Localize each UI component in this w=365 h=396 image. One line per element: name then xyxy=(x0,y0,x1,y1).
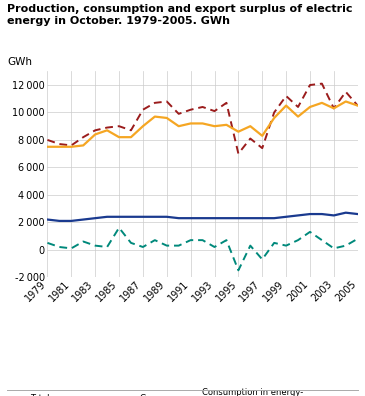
Text: GWh: GWh xyxy=(7,57,32,67)
Legend: Total
produc-
tion, Export
surplus, Gross
con-
sumption, Consumption in energy-
: Total produc- tion, Export surplus, Gros… xyxy=(11,388,311,396)
Text: Production, consumption and export surplus of electric
energy in October. 1979-2: Production, consumption and export surpl… xyxy=(7,4,353,27)
